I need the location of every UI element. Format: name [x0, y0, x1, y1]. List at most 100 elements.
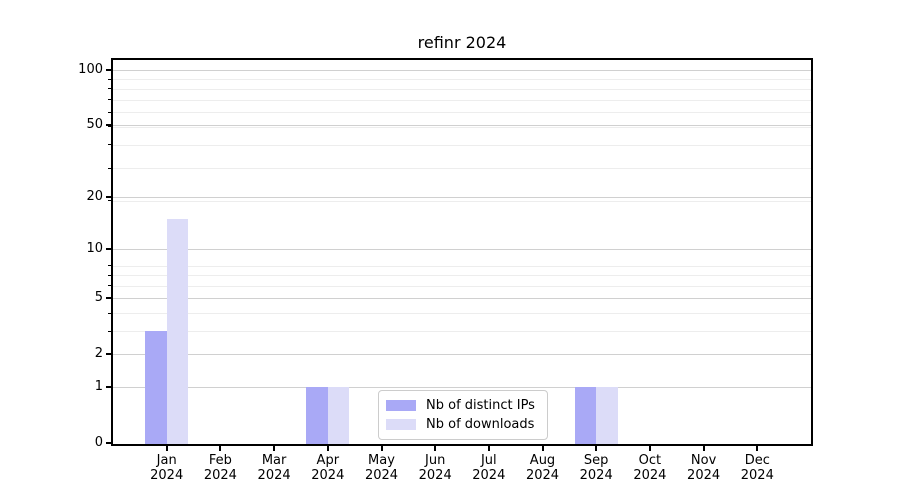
legend-swatch-downloads	[386, 419, 416, 430]
gridline-minor	[113, 99, 811, 101]
y-tick-label: 100	[78, 61, 103, 77]
y-minor-tick-mark	[108, 126, 111, 128]
x-tick-label-month: Apr	[316, 453, 340, 468]
gridline-major	[113, 354, 811, 356]
bar-nb-of-distinct-ips-apr	[306, 387, 328, 444]
y-minor-tick-mark	[108, 274, 111, 276]
x-tick-label-year: 2024	[364, 468, 399, 483]
y-minor-tick-mark	[108, 99, 111, 101]
y-minor-tick-mark	[108, 88, 111, 90]
x-tick-label-year: 2024	[525, 468, 560, 483]
x-tick-mark	[756, 446, 759, 451]
gridline-major	[113, 387, 811, 389]
y-tick-label: 10	[86, 241, 103, 257]
gridline-minor	[113, 313, 811, 315]
y-tick-mark	[106, 124, 111, 127]
y-tick-label: 5	[94, 290, 103, 306]
x-tick-label-year: 2024	[633, 468, 667, 483]
y-minor-tick-mark	[108, 285, 111, 287]
x-tick-label-month: Jan	[156, 453, 177, 468]
x-tick-mark	[595, 446, 598, 451]
x-tick-mark	[219, 446, 222, 451]
x-tick-label-month: Feb	[208, 453, 232, 468]
gridline-minor	[113, 200, 811, 202]
legend-label: Nb of downloads	[426, 417, 535, 432]
y-minor-tick-mark	[108, 144, 111, 146]
gridline-major	[113, 298, 811, 300]
x-tick-label-year: 2024	[311, 468, 345, 483]
x-tick-label-month: Jun	[425, 453, 446, 468]
x-tick-label-year: 2024	[150, 468, 184, 483]
x-tick-label-month: Dec	[744, 453, 770, 468]
x-tick-label-month: Sep	[583, 453, 609, 468]
y-minor-tick-mark	[108, 78, 111, 80]
gridline-minor	[113, 79, 811, 81]
x-tick-mark	[380, 446, 383, 451]
gridline-minor	[113, 88, 811, 90]
x-tick-label-year: 2024	[472, 468, 506, 483]
x-tick-mark	[165, 446, 168, 451]
x-tick-label-month: Aug	[529, 453, 556, 468]
gridline-minor	[113, 168, 811, 170]
plot-area	[111, 58, 813, 446]
x-tick-mark	[487, 446, 490, 451]
x-tick-mark	[434, 446, 437, 451]
gridline-minor	[113, 275, 811, 277]
legend-swatch-distinct-ips	[386, 400, 416, 411]
x-tick-mark	[648, 446, 651, 451]
gridline-minor	[113, 331, 811, 333]
x-tick-label-year: 2024	[203, 468, 237, 483]
y-minor-tick-mark	[108, 330, 111, 332]
x-tick-label-month: May	[368, 453, 395, 468]
x-tick-mark	[326, 446, 329, 451]
bar-nb-of-distinct-ips-jan	[145, 331, 167, 444]
x-tick-label-year: 2024	[257, 468, 291, 483]
bar-nb-of-downloads-jan	[166, 219, 189, 444]
x-tick-mark	[541, 446, 544, 451]
y-tick-label: 0	[94, 435, 103, 451]
y-minor-tick-mark	[108, 200, 111, 202]
y-tick-mark	[106, 442, 111, 445]
gridline-major	[113, 69, 811, 71]
gridline-major	[113, 197, 811, 198]
x-tick-label-year: 2024	[418, 468, 452, 483]
x-tick-label-month: Oct	[638, 453, 662, 468]
x-tick-label-year: 2024	[740, 468, 774, 483]
bar-nb-of-distinct-ips-sep	[574, 387, 597, 444]
y-tick-label: 20	[86, 189, 103, 204]
x-tick-label-month: Jul	[480, 453, 497, 468]
gridline-major	[113, 249, 811, 251]
gridline-minor	[113, 126, 811, 128]
y-minor-tick-mark	[108, 312, 111, 314]
gridline-minor	[113, 112, 811, 113]
y-minor-tick-mark	[108, 353, 111, 355]
y-tick-label: 1	[94, 379, 103, 395]
y-minor-tick-mark	[108, 167, 111, 169]
bar-nb-of-downloads-sep	[596, 387, 618, 444]
x-tick-label-year: 2024	[579, 468, 613, 483]
y-tick-mark	[106, 248, 111, 251]
y-tick-label: 2	[94, 346, 103, 362]
legend: Nb of distinct IPs Nb of downloads	[378, 390, 548, 440]
y-tick-label: 50	[86, 117, 103, 133]
y-minor-tick-mark	[108, 111, 111, 113]
legend-label: Nb of distinct IPs	[426, 398, 535, 413]
x-tick-mark	[273, 446, 276, 451]
x-tick-label-month: Nov	[690, 453, 717, 468]
x-tick-label-month: Mar	[261, 453, 287, 468]
y-minor-tick-mark	[108, 265, 111, 266]
legend-item: Nb of downloads	[386, 417, 535, 432]
y-minor-tick-mark	[108, 386, 111, 388]
x-tick-mark	[702, 446, 705, 451]
y-tick-mark	[106, 196, 111, 198]
gridline-minor	[113, 285, 811, 287]
gridline-minor	[113, 144, 811, 146]
gridline-minor	[113, 265, 811, 267]
bar-nb-of-downloads-apr	[327, 387, 350, 444]
y-tick-mark	[106, 68, 111, 71]
x-tick-label-year: 2024	[687, 468, 721, 483]
chart-title: refinr 2024	[417, 33, 507, 52]
gridline-major	[113, 125, 811, 127]
legend-item: Nb of distinct IPs	[386, 398, 535, 413]
